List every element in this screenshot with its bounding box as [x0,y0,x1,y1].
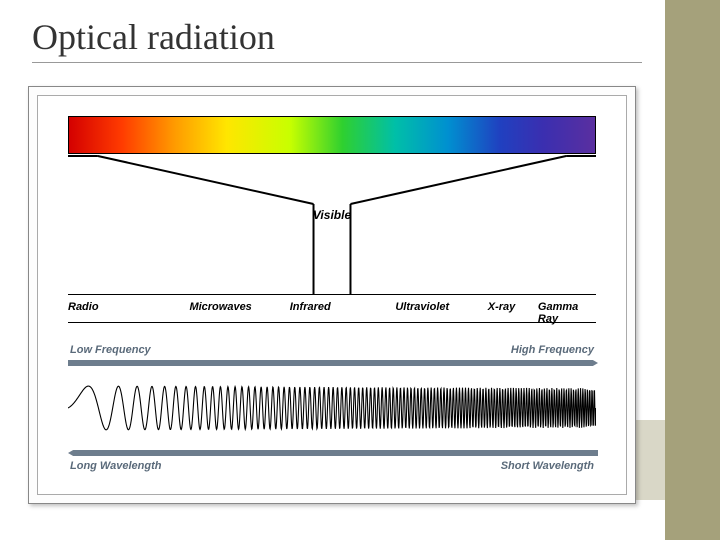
band-label: Infrared [290,301,331,313]
long-wavelength-label: Long Wavelength [70,460,161,472]
side-accent-bar [665,0,720,540]
title-underline [32,62,642,63]
short-wavelength-label: Short Wavelength [501,460,594,472]
page-title: Optical radiation [32,16,275,58]
band-divider-bottom [68,322,596,323]
high-frequency-label: High Frequency [511,344,594,356]
frequency-arrow-group: Low Frequency High Frequency [68,346,596,372]
visible-spectrum-bar [68,116,596,154]
diagram: Visible Radio Microwaves Infrared Ultraviol… [37,95,627,495]
slide: Optical radiation Visible Radio Microwave… [0,0,720,540]
frequency-arrow-icon [68,360,598,366]
band-label: Ultraviolet [395,301,449,313]
funnel-lines [68,154,596,294]
band-label: Microwaves [189,301,251,313]
wave-diagram [68,378,596,438]
band-label: X-ray [488,301,516,313]
band-label: Radio [68,301,99,313]
wavelength-arrow-icon [68,450,598,456]
diagram-frame: Visible Radio Microwaves Infrared Ultraviol… [28,86,636,504]
visible-label: Visible [313,208,351,222]
low-frequency-label: Low Frequency [70,344,151,356]
wavelength-arrow-group: Long Wavelength Short Wavelength [68,444,596,470]
band-label-row: RadioMicrowavesInfraredUltravioletX-rayG… [68,301,596,319]
band-divider-top [68,294,596,295]
